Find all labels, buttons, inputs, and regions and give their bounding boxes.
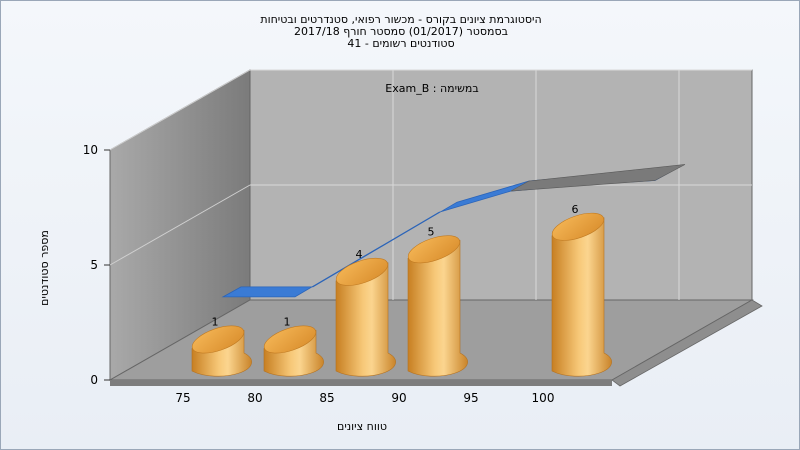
- x-tick-label: 75: [175, 391, 190, 405]
- chart-title: היסטוגרמת ציונים בקורס - מכשור רפואי, סט…: [260, 13, 542, 26]
- bar: 5: [407, 225, 468, 377]
- bar-body: [551, 217, 612, 377]
- bars: 1 1 4 5 6: [191, 203, 612, 377]
- x-tick-label: 100: [532, 391, 555, 405]
- bar-body: [335, 262, 396, 377]
- y-axis-ticks: 0 5 10: [83, 143, 98, 387]
- gridline-h-side: [109, 69, 251, 151]
- bar: 6: [551, 203, 612, 377]
- y-tick-label: 5: [90, 258, 98, 272]
- bar-label: 1: [212, 315, 219, 328]
- bar-cap: [263, 325, 317, 354]
- right-edge: [611, 299, 763, 387]
- floor-edge: [110, 380, 612, 386]
- bar-cap: [335, 257, 389, 286]
- bar-label: 6: [572, 203, 579, 216]
- bar-body: [407, 239, 468, 377]
- annotation-label: Exam_B : במשימה: [385, 82, 478, 95]
- distribution-curve: [221, 164, 686, 298]
- y-tick-label: 0: [90, 373, 98, 387]
- bar: 1: [263, 315, 324, 377]
- bar-label: 1: [284, 315, 291, 328]
- y-axis-label: מספר סטודנטים: [38, 230, 51, 306]
- bar: 4: [335, 248, 396, 377]
- chart-subtitle-enrolled: סטודנטים רשומים - 41: [347, 37, 455, 50]
- bar-cap: [191, 325, 245, 354]
- bar-cap: [551, 212, 605, 241]
- x-axis-ticks: 75 80 85 90 95 100: [175, 391, 554, 405]
- x-axis-label: טווח ציונים: [337, 420, 387, 433]
- bar-cap: [407, 235, 461, 264]
- x-tick-label: 80: [247, 391, 262, 405]
- x-tick-label: 90: [391, 391, 406, 405]
- x-tick-label: 95: [463, 391, 478, 405]
- bar: 1: [191, 315, 252, 377]
- gridline-h-side: [109, 184, 251, 266]
- y-tick-label: 10: [83, 143, 98, 157]
- bar-label: 4: [356, 248, 363, 261]
- chart-subtitle-semester: בסמסטר (01/2017) סמסטר חורף 2017/18: [294, 25, 508, 38]
- x-tick-label: 85: [319, 391, 334, 405]
- bar-label: 5: [428, 225, 435, 238]
- curve-ribbon-top: [510, 164, 686, 192]
- gridlines: [104, 69, 752, 381]
